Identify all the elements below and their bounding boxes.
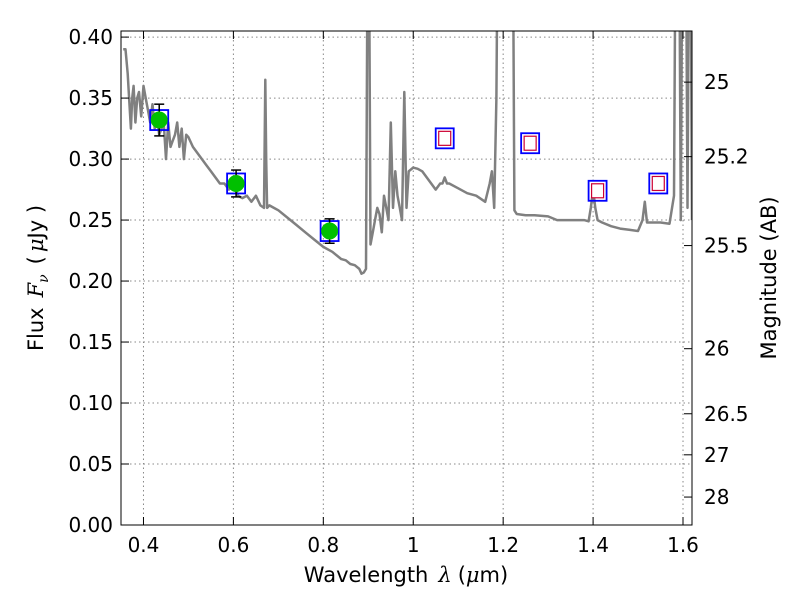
y-tick-label: 0.00	[68, 513, 113, 537]
upper-limit-marker	[438, 130, 452, 146]
x-axis-label: Wavelength λ (μm)	[304, 563, 508, 587]
mag-tick-label: 27	[704, 443, 729, 467]
mag-tick-label: 26.5	[704, 402, 749, 426]
y-tick-label: 0.20	[68, 269, 113, 293]
detection-point	[321, 222, 339, 240]
y-tick-label: 0.30	[68, 147, 113, 171]
model-flux-box	[648, 172, 669, 195]
y-tick-label: 0.15	[68, 330, 113, 354]
x-tick-label: 1.2	[487, 533, 519, 557]
y-tick-label: 0.25	[68, 208, 113, 232]
y-axis-label: FluxFν(μJy )	[24, 205, 52, 351]
mag-tick-label: 26	[704, 337, 729, 361]
sed-line-layer	[123, 31, 692, 275]
upper-limit-marker	[651, 175, 665, 192]
x-tick-label: 0.6	[217, 533, 249, 557]
upper-limit-marker	[590, 183, 605, 199]
y-tick-label: 0.35	[68, 86, 113, 110]
axis-ticks: 0.4 0.6 0.8 1 1.2 1.4 1.6 0.00 0.05 0.10 0.15 0.20 0…	[68, 25, 748, 557]
mag-tick-label: 25	[704, 70, 729, 94]
y-tick-label: 0.40	[68, 25, 113, 49]
plot-frame	[120, 30, 693, 526]
mag-tick-label: 25.2	[704, 145, 749, 169]
y2-axis-label: Magnitude (AB)	[757, 196, 781, 359]
mag-tick-label: 28	[704, 485, 729, 509]
detection-point	[227, 174, 245, 192]
x-tick-label: 1.4	[577, 533, 609, 557]
model-flux-box	[587, 179, 608, 202]
detection-point	[150, 111, 168, 129]
mag-tick-label: 25.5	[704, 234, 749, 258]
y-tick-label: 0.10	[68, 391, 113, 415]
model-flux-box	[520, 132, 541, 155]
photometry-layer	[149, 103, 669, 244]
model-flux-box	[434, 127, 455, 150]
sed-model-line	[123, 31, 692, 275]
x-tick-label: 0.4	[128, 533, 160, 557]
y-tick-label: 0.05	[68, 452, 113, 476]
x-tick-label: 1.6	[667, 533, 699, 557]
x-tick-label: 1	[407, 533, 420, 557]
upper-limit-marker	[523, 135, 537, 151]
grid	[121, 31, 692, 526]
x-tick-label: 0.8	[307, 533, 339, 557]
